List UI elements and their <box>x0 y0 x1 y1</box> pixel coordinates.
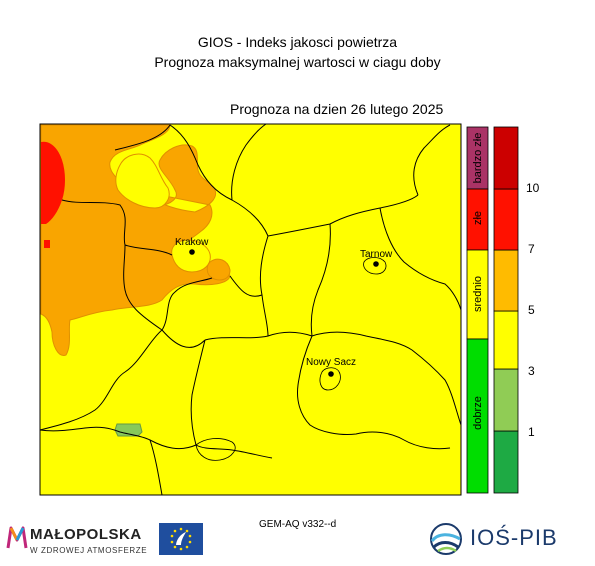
value-tick-10: 10 <box>526 181 540 195</box>
red-zone-west <box>41 141 65 224</box>
eu-stars-icon <box>170 527 192 551</box>
malopolska-tagline: W ZDROWEJ ATMOSFERZE <box>30 546 148 555</box>
category-label-srednio: srednio <box>472 275 484 313</box>
category-dobrze-swatch <box>466 338 489 494</box>
value-swatch-1 <box>493 368 519 432</box>
value-swatch-4 <box>493 188 519 251</box>
city-label-tarnow: Tarnow <box>360 249 393 260</box>
value-tick-1: 1 <box>528 425 535 439</box>
eu-flag-icon <box>159 523 203 555</box>
model-version-label: GEM-AQ v332--d <box>259 519 337 530</box>
value-tick-5: 5 <box>528 303 535 317</box>
forecast-date-label: Prognoza na dzien 26 lutego 2025 <box>230 101 444 117</box>
value-swatch-5 <box>493 126 519 190</box>
map-title: GIOS - Indeks jakosci powietrza <box>197 34 398 50</box>
city-dot-nowy-sacz <box>328 371 334 377</box>
map-subtitle: Prognoza maksymalnej wartosci w ciagu do… <box>154 54 441 70</box>
category-label-bardzo-zle: bardzo złe <box>472 132 484 184</box>
value-legend <box>493 126 519 494</box>
value-swatch-3 <box>493 249 519 312</box>
malopolska-name: MAŁOPOLSKA <box>30 526 142 543</box>
tatra-south-outline <box>195 438 236 461</box>
ios-pib-name: IOŚ-PIB <box>470 525 558 550</box>
category-label-dobrze: dobrze <box>472 396 484 430</box>
value-swatch-2 <box>493 310 519 370</box>
yellow-inset-north <box>115 153 170 209</box>
city-label-krakow: Krakow <box>175 237 209 248</box>
ios-pib-logo: IOŚ-PIB <box>426 519 566 559</box>
city-label-nowy-sacz: Nowy Sacz <box>306 357 356 368</box>
malopolska-logo: MAŁOPOLSKA W ZDROWEJ ATMOSFERZE <box>6 522 156 558</box>
value-tick-3: 3 <box>528 364 535 378</box>
value-tick-7: 7 <box>528 242 535 256</box>
tarnow-district <box>363 257 387 275</box>
nowy-sacz-district <box>319 367 341 391</box>
city-dot-tarnow <box>373 261 379 267</box>
ios-pib-swirl-icon <box>430 523 462 555</box>
malopolska-m-icon <box>6 526 28 549</box>
category-label-zle: złe <box>472 210 484 226</box>
value-swatch-0 <box>493 430 519 494</box>
red-spot <box>44 240 50 248</box>
yellow-inset-krakow <box>171 239 211 273</box>
orange-zone-krakow-east <box>206 258 231 281</box>
city-dot-krakow <box>189 249 195 255</box>
category-legend <box>466 126 489 494</box>
